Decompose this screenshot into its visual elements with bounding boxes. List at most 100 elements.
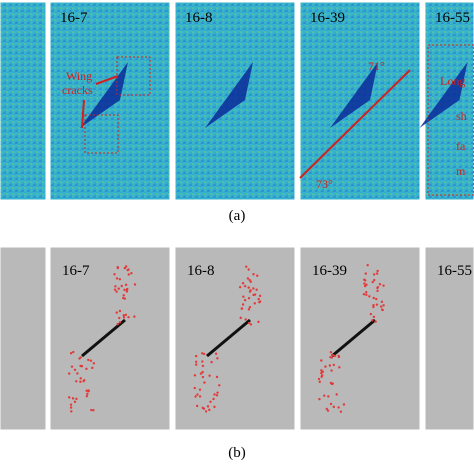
damage-point bbox=[372, 315, 376, 319]
damage-point bbox=[215, 394, 219, 397]
arrow bbox=[81, 99, 85, 129]
damage-point bbox=[202, 352, 206, 356]
damage-point bbox=[122, 316, 126, 319]
damage-point bbox=[241, 282, 245, 285]
box bbox=[427, 44, 474, 196]
damage-point bbox=[375, 303, 379, 306]
panel-label: 16-55 bbox=[437, 263, 472, 279]
damage-point bbox=[337, 355, 341, 359]
damage-point bbox=[256, 274, 259, 277]
damage-point bbox=[193, 386, 196, 390]
damage-point bbox=[113, 288, 117, 291]
damage-point bbox=[116, 266, 119, 269]
damage-point bbox=[90, 408, 93, 412]
damage-point bbox=[213, 393, 216, 396]
box bbox=[84, 114, 119, 154]
crack bbox=[330, 62, 378, 128]
damage-point bbox=[71, 397, 75, 400]
damage-point bbox=[133, 315, 136, 318]
damage-point bbox=[79, 377, 82, 380]
damage-point bbox=[201, 375, 205, 379]
damage-point bbox=[324, 365, 327, 368]
damage-point bbox=[240, 307, 244, 310]
damage-point bbox=[253, 302, 256, 305]
damage-point bbox=[92, 362, 96, 365]
arrow bbox=[95, 75, 119, 85]
damage-point bbox=[75, 380, 78, 383]
damage-point bbox=[126, 268, 129, 272]
damage-point bbox=[247, 321, 251, 325]
damage-point bbox=[330, 356, 333, 359]
damage-point bbox=[125, 290, 129, 293]
damage-point bbox=[70, 365, 74, 368]
damage-point bbox=[124, 283, 128, 287]
damage-point bbox=[85, 367, 88, 371]
damage-point bbox=[195, 404, 199, 408]
damage-point bbox=[365, 293, 368, 296]
damage-point bbox=[68, 396, 71, 399]
damage-point bbox=[115, 277, 119, 280]
damage-point bbox=[123, 288, 126, 292]
damage-point bbox=[75, 397, 78, 401]
damage-point bbox=[79, 380, 82, 383]
damage-point bbox=[372, 305, 375, 309]
panel-label: 16-8 bbox=[187, 263, 215, 279]
damage-point bbox=[208, 408, 211, 412]
damage-point bbox=[120, 284, 123, 288]
panel-label: 16-39 bbox=[312, 263, 347, 279]
damage-point bbox=[253, 293, 257, 296]
crack bbox=[206, 318, 251, 358]
panel-image bbox=[424, 246, 474, 431]
damage-point bbox=[330, 369, 333, 372]
damage-point bbox=[371, 280, 374, 284]
damage-point bbox=[321, 370, 325, 373]
damage-point bbox=[362, 293, 366, 296]
damage-point bbox=[257, 320, 260, 324]
damage-point bbox=[258, 294, 262, 298]
panel-label: 16-7 bbox=[62, 263, 90, 279]
damage-point bbox=[318, 397, 321, 401]
damage-point bbox=[329, 351, 333, 354]
damage-point bbox=[376, 286, 380, 289]
damage-point bbox=[72, 350, 75, 354]
damage-point bbox=[331, 353, 335, 357]
caption: (b) bbox=[228, 445, 246, 461]
damage-point bbox=[87, 358, 90, 362]
damage-point bbox=[248, 278, 251, 282]
damage-point bbox=[130, 271, 133, 275]
damage-point bbox=[124, 265, 128, 268]
damage-point bbox=[247, 268, 250, 271]
damage-point bbox=[338, 366, 341, 369]
damage-point bbox=[364, 279, 367, 282]
damage-point bbox=[212, 397, 215, 401]
damage-point bbox=[243, 298, 247, 302]
panel-image bbox=[174, 246, 296, 431]
panel-label: 16-8 bbox=[185, 10, 213, 26]
damage-point bbox=[320, 359, 323, 362]
damage-point bbox=[373, 278, 376, 282]
damage-point bbox=[206, 405, 210, 408]
damage-point bbox=[196, 393, 199, 396]
damage-point bbox=[198, 388, 202, 391]
damage-point bbox=[215, 375, 219, 379]
damage-point bbox=[133, 283, 137, 286]
annotation: m bbox=[456, 164, 466, 178]
damage-point bbox=[194, 354, 198, 358]
damage-point bbox=[328, 364, 332, 367]
damage-point bbox=[198, 395, 202, 398]
damage-point bbox=[122, 294, 125, 297]
box bbox=[116, 56, 151, 96]
damage-point bbox=[241, 303, 245, 306]
damage-point bbox=[368, 295, 371, 298]
damage-point bbox=[113, 273, 116, 276]
damage-point bbox=[85, 395, 89, 398]
damage-point bbox=[323, 394, 326, 397]
damage-point bbox=[124, 313, 128, 317]
crack bbox=[81, 318, 126, 358]
crack bbox=[80, 62, 128, 128]
damage-point bbox=[80, 364, 83, 368]
damage-point bbox=[369, 312, 373, 316]
damage-point bbox=[67, 372, 71, 375]
panel-image bbox=[0, 1, 47, 201]
